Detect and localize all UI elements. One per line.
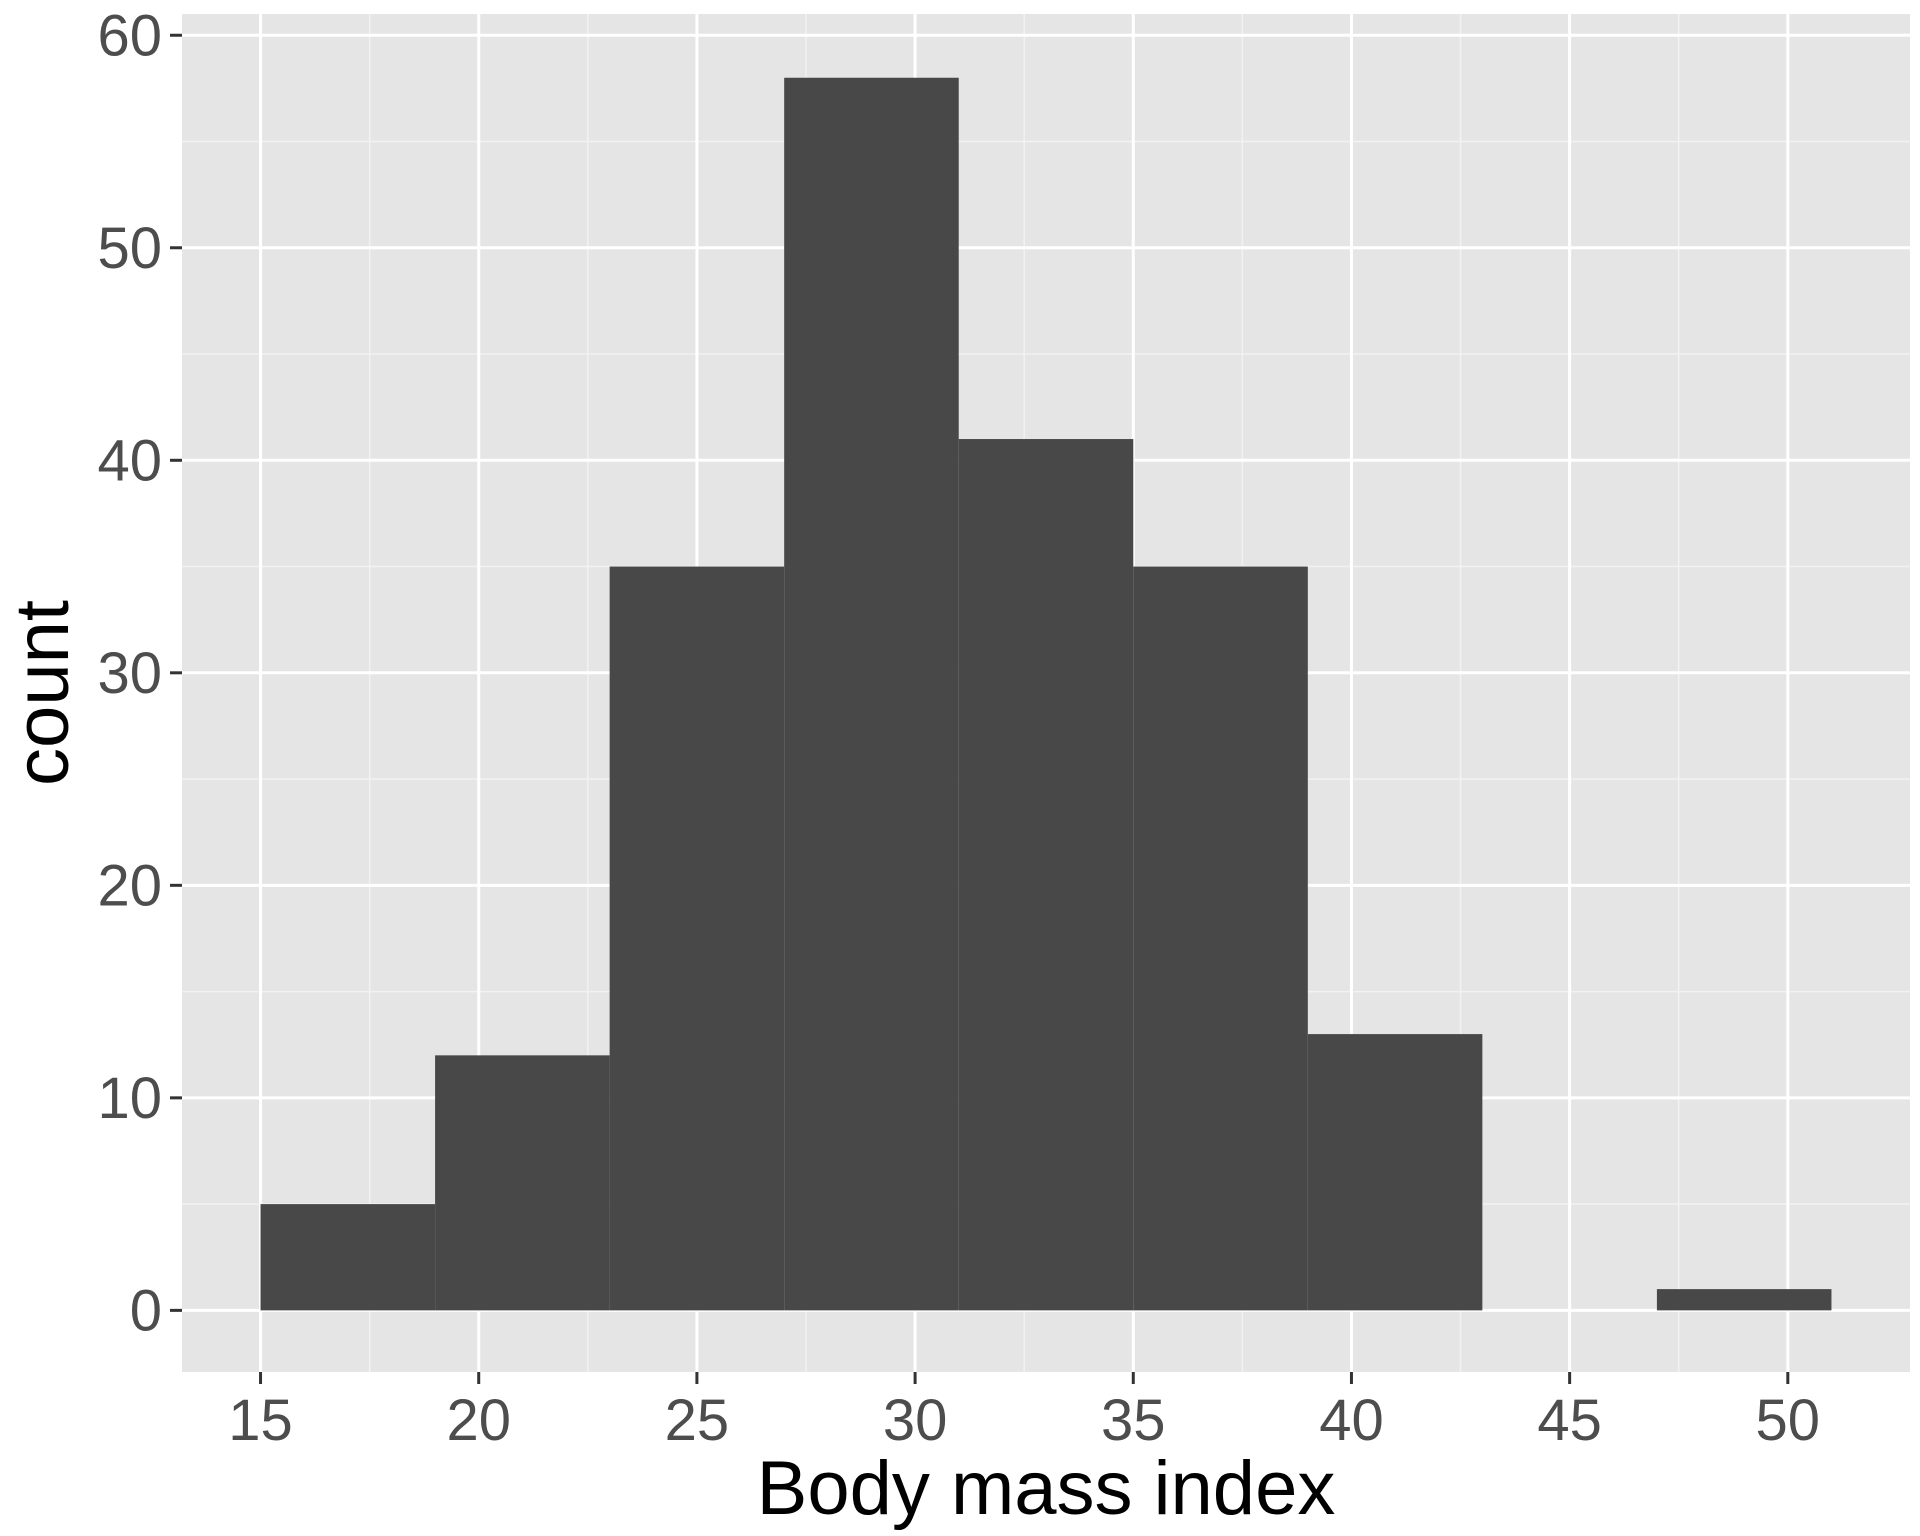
histogram-bar — [1656, 1289, 1832, 1311]
y-tick-label: 60 — [97, 3, 162, 68]
x-tick-label: 25 — [665, 1388, 730, 1453]
x-tick-label: 20 — [446, 1388, 511, 1453]
histogram-bar — [609, 566, 785, 1311]
bars — [260, 77, 1832, 1311]
x-axis-ticks: 15 20 25 30 35 40 45 50 — [228, 1372, 1820, 1453]
histogram-bar — [435, 1055, 610, 1311]
y-axis-title: count — [0, 600, 85, 786]
y-axis-ticks: 0 10 20 30 40 50 60 — [97, 3, 182, 1343]
y-tick-label: 20 — [97, 853, 162, 918]
x-tick-label: 45 — [1537, 1388, 1602, 1453]
y-tick-label: 30 — [97, 641, 162, 706]
histogram-bar — [958, 439, 1134, 1311]
x-tick-label: 50 — [1756, 1388, 1821, 1453]
histogram-bar — [1307, 1034, 1483, 1311]
x-axis-title: Body mass index — [757, 1446, 1336, 1531]
histogram-bar — [1133, 566, 1308, 1311]
x-tick-label: 30 — [883, 1388, 948, 1453]
x-tick-label: 40 — [1319, 1388, 1384, 1453]
y-tick-label: 10 — [97, 1066, 162, 1131]
x-tick-label: 15 — [228, 1388, 293, 1453]
histogram-bar — [260, 1204, 436, 1311]
y-tick-label: 0 — [130, 1278, 162, 1343]
y-tick-label: 50 — [97, 216, 162, 281]
x-tick-label: 35 — [1101, 1388, 1166, 1453]
histogram-bar — [784, 77, 959, 1311]
y-tick-label: 40 — [97, 428, 162, 493]
